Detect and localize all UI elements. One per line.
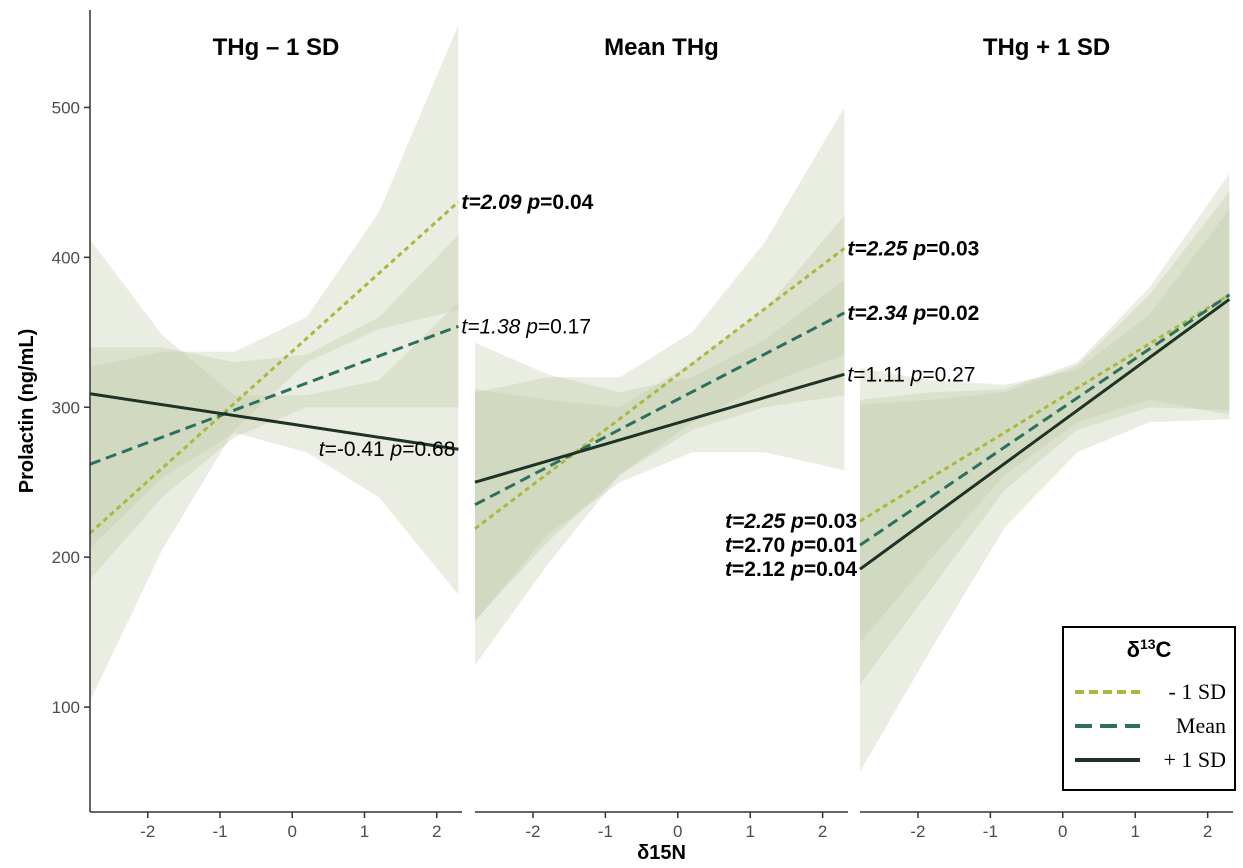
- panel-title: Mean THg: [604, 34, 719, 61]
- stat-annotation: t=-0.41 p=0.68: [319, 438, 456, 461]
- series-line: [89, 324, 459, 466]
- axes: [84, 10, 1233, 818]
- x-tick-label: -1: [983, 822, 998, 841]
- series-line: [859, 293, 1231, 523]
- confidence-band: [475, 107, 845, 666]
- confidence-band: [475, 279, 845, 622]
- stat-annotation: t=2.70 p=0.01: [725, 534, 857, 557]
- confidence-band: [475, 215, 845, 621]
- series-line: [859, 298, 1231, 571]
- confidence-band: [90, 25, 459, 702]
- stat-annotation: t=1.11 p=0.27: [847, 363, 975, 386]
- x-axis-title: δ15N: [637, 842, 686, 864]
- x-tick-label: -2: [525, 822, 540, 841]
- legend-title: δ13C: [1127, 636, 1172, 662]
- panel-title: THg + 1 SD: [983, 34, 1110, 61]
- regression-lines: [88, 200, 1231, 571]
- y-tick-label: 500: [52, 98, 80, 117]
- stat-annotation: t=2.34 p=0.02: [847, 302, 979, 325]
- legend: δ13C - 1 SD Mean + 1 SD: [1062, 626, 1236, 791]
- legend-label: - 1 SD: [1169, 679, 1226, 704]
- legend-label: Mean: [1176, 713, 1226, 738]
- confidence-band: [860, 191, 1230, 685]
- panel-title: THg – 1 SD: [213, 34, 340, 61]
- stat-annotation: t=2.25 p=0.03: [847, 237, 979, 260]
- y-tick-label: 300: [52, 398, 80, 417]
- confidence-band: [90, 234, 459, 580]
- stat-annotation: t=2.25 p=0.03: [725, 510, 857, 533]
- x-tick-label: 1: [745, 822, 754, 841]
- x-tick-label: 2: [1203, 822, 1212, 841]
- legend-label: + 1 SD: [1163, 747, 1226, 772]
- y-tick-label: 400: [52, 248, 80, 267]
- series-line: [89, 392, 459, 451]
- x-tick-label: -1: [598, 822, 613, 841]
- x-tick-label: 1: [360, 822, 369, 841]
- stat-annotation: t=1.38 p=0.17: [461, 315, 591, 338]
- x-tick-label: 1: [1130, 822, 1139, 841]
- stat-annotation: t=2.09 p=0.04: [461, 191, 593, 214]
- confidence-bands: [90, 25, 1230, 772]
- x-tick-label: 2: [818, 822, 827, 841]
- series-line: [88, 200, 460, 535]
- stat-annotation: t=2.12 p=0.04: [725, 558, 857, 581]
- x-tick-label: 0: [1058, 822, 1067, 841]
- series-line: [859, 293, 1231, 547]
- y-tick-label: 200: [52, 548, 80, 567]
- x-tick-label: -2: [140, 822, 155, 841]
- x-tick-label: 2: [432, 822, 441, 841]
- confidence-band: [90, 239, 459, 595]
- x-tick-label: 0: [288, 822, 297, 841]
- y-axis-title: Prolactin (ng/mL): [16, 329, 38, 493]
- x-tick-label: -1: [212, 822, 227, 841]
- x-tick-label: -2: [910, 822, 925, 841]
- legend-box: [1062, 626, 1236, 791]
- series-line: [474, 372, 845, 484]
- x-tick-label: 0: [673, 822, 682, 841]
- series-line: [474, 311, 846, 507]
- y-tick-label: 100: [52, 698, 80, 717]
